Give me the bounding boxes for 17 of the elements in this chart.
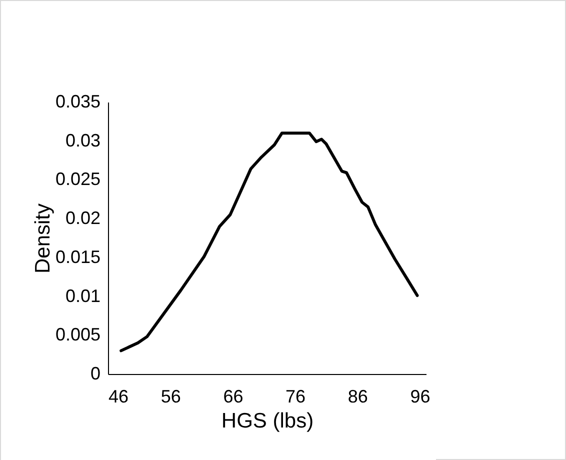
x-tick-label: 96 — [410, 386, 430, 406]
y-tick-label: 0.01 — [65, 286, 100, 306]
x-tick-label: 46 — [108, 386, 129, 406]
y-axis-title: Density — [31, 202, 54, 274]
y-tick-label: 0.025 — [55, 169, 100, 190]
y-tick-label: 0.015 — [55, 246, 100, 267]
x-tick-label: 76 — [286, 386, 306, 406]
y-tick-label: 0 — [90, 364, 100, 384]
y-tick-label: 0.035 — [55, 92, 100, 112]
x-tick-label: 56 — [160, 386, 181, 406]
y-tick-label: 0.005 — [55, 324, 100, 345]
line-series — [120, 132, 419, 352]
x-tick-label: 66 — [223, 386, 244, 406]
x-tick-label: 86 — [348, 386, 368, 406]
y-tick-label: 0.02 — [65, 208, 100, 228]
y-tick-label: 0.03 — [65, 130, 100, 150]
x-axis-title: HGS (lbs) — [221, 410, 314, 432]
